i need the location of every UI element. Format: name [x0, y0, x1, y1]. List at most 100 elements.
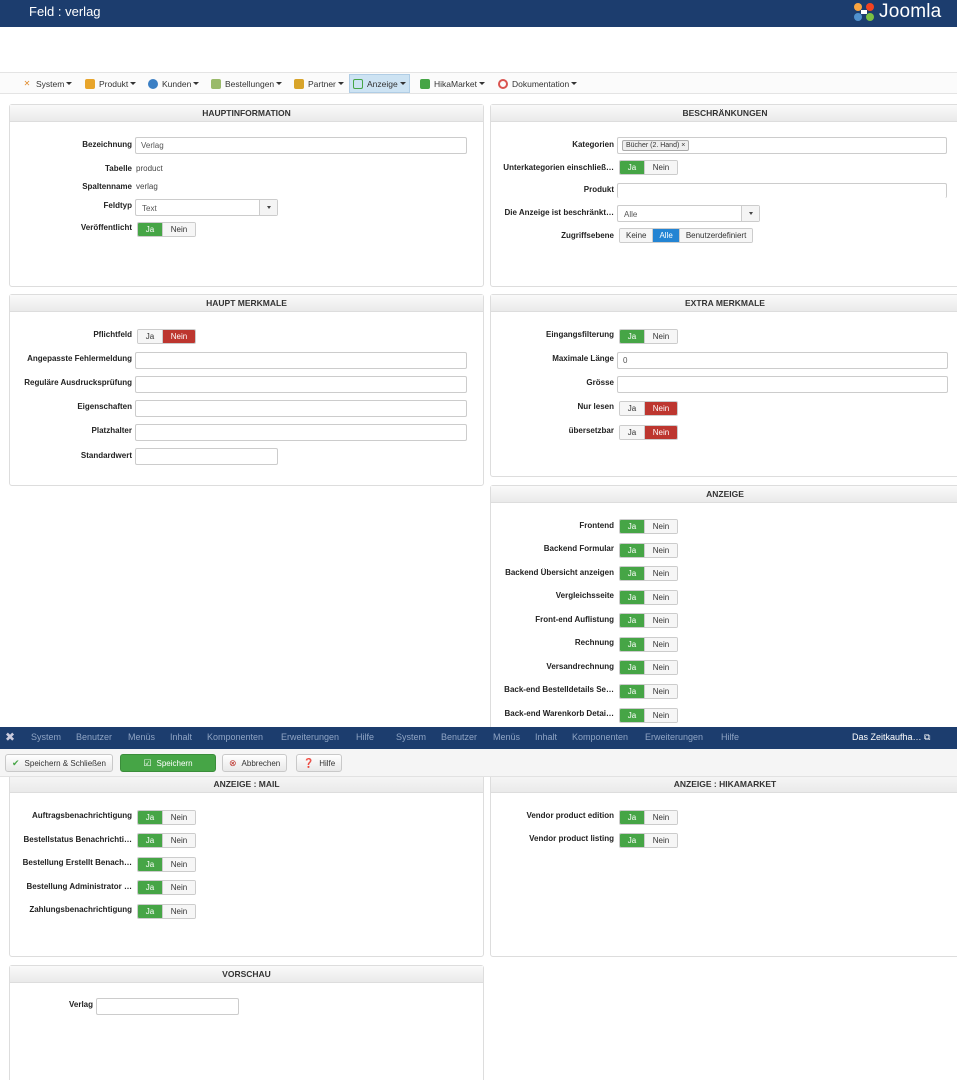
external-link-icon: ⧉ — [924, 732, 931, 742]
warenkorb-details-toggle[interactable]: Ja Nein — [619, 708, 678, 723]
zugriff-benutzerdefiniert[interactable]: Benutzerdefiniert — [679, 229, 753, 242]
panel-beschraenkungen: BESCHRÄNKUNGEN Kategorien Bücher (2. Han… — [490, 104, 957, 287]
panel-title: ANZEIGE — [491, 486, 957, 503]
maximale-laenge-input[interactable]: 0 — [617, 352, 948, 369]
panel-anzeige: ANZEIGE Frontend Ja Nein Backend Formular… — [490, 485, 957, 730]
label-bestelldetails: Back-end Bestelldetails Se… — [504, 685, 614, 694]
label-groesse: Grösse — [586, 378, 614, 387]
platzhalter-input[interactable] — [135, 424, 467, 441]
admin-menu-komponenten-2[interactable]: Komponenten — [572, 732, 629, 742]
admin-menu-hilfe-2[interactable]: Hilfe — [721, 732, 740, 742]
menu-anzeige[interactable]: Anzeige — [349, 74, 410, 93]
label-fehlermeldung: Angepasste Fehlermeldung — [27, 354, 132, 363]
admin-menu-erweiterungen-2[interactable]: Erweiterungen — [645, 732, 704, 742]
lifebuoy-icon — [498, 78, 508, 89]
admin-menu-menues[interactable]: Menüs — [128, 732, 156, 742]
label-regex: Reguläre Ausdrucksprüfung — [24, 378, 132, 387]
panel-hauptinformation: HAUPTINFORMATION Bezeichnung Verlag Tabe… — [9, 104, 484, 287]
feldtyp-select[interactable]: Text — [135, 199, 278, 216]
zugriffsebene-toggle[interactable]: Keine Alle Benutzerdefiniert — [619, 228, 754, 243]
pflichtfeld-toggle[interactable]: Ja Nein — [137, 329, 196, 344]
admin-menu-menues-2[interactable]: Menüs — [493, 732, 521, 742]
label-anzeige-beschraenkt: Die Anzeige ist beschränkt… — [504, 208, 614, 217]
bestelldetails-toggle[interactable]: Ja Nein — [619, 684, 678, 699]
nur-lesen-toggle[interactable]: Ja Nein — [619, 401, 678, 416]
panel-anzeige-mail: ANZEIGE : MAIL Auftragsbenachrichtigung … — [9, 769, 484, 957]
uebersetzbar-toggle[interactable]: Ja Nein — [619, 425, 678, 440]
kategorie-tag[interactable]: Bücher (2. Hand) × — [622, 140, 690, 151]
regex-input[interactable] — [135, 376, 467, 393]
fehlermeldung-input[interactable] — [135, 352, 467, 369]
cancel-button[interactable]: ⊗ Abbrechen — [222, 754, 288, 772]
bestellung-erstellt-toggle[interactable]: Ja Nein — [137, 857, 196, 872]
auftragsbenachrichtigung-toggle[interactable]: Ja Nein — [137, 810, 196, 825]
versandrechnung-toggle[interactable]: Ja Nein — [619, 660, 678, 675]
caret-icon — [276, 82, 283, 85]
label-bestellstatus: Bestellstatus Benachrichti… — [23, 835, 132, 844]
site-link[interactable]: Das Zeitkaufha… ⧉ — [852, 732, 931, 742]
admin-menu-komponenten[interactable]: Komponenten — [207, 732, 264, 742]
menu-bestellungen[interactable]: Bestellungen — [208, 74, 285, 93]
label-bestellung-erstellt: Bestellung Erstellt Benach… — [22, 858, 132, 867]
panel-title: HAUPTINFORMATION — [10, 105, 483, 122]
label-backend-formular: Backend Formular — [543, 544, 614, 553]
groesse-input[interactable] — [617, 376, 948, 393]
anzeige-beschraenkt-select[interactable]: Alle — [617, 205, 760, 222]
save-close-button[interactable]: ✔ Speichern & Schließen — [5, 754, 113, 772]
menu-kunden[interactable]: Kunden — [145, 74, 202, 93]
panel-title: EXTRA MERKMALE — [491, 295, 957, 312]
menu-dokumentation[interactable]: Dokumentation — [495, 74, 580, 93]
verlag-preview-input[interactable] — [96, 998, 239, 1015]
vendor-product-listing-toggle[interactable]: Ja Nein — [619, 833, 678, 848]
kategorien-input[interactable]: Bücher (2. Hand) × — [617, 137, 947, 154]
label-unterkategorien: Unterkategorien einschließ… — [503, 163, 614, 172]
label-zahlungsbenachrichtigung: Zahlungsbenachrichtigung — [29, 905, 132, 914]
veroeffentlicht-toggle[interactable]: Ja Nein — [137, 222, 196, 237]
frontend-toggle[interactable]: Ja Nein — [619, 519, 678, 534]
label-pflichtfeld: Pflichtfeld — [93, 330, 132, 339]
eingangsfilterung-toggle[interactable]: Ja Nein — [619, 329, 678, 344]
admin-menu-erweiterungen[interactable]: Erweiterungen — [281, 732, 340, 742]
frontend-auflistung-toggle[interactable]: Ja Nein — [619, 613, 678, 628]
produkt-input[interactable] — [617, 183, 947, 198]
standardwert-input[interactable] — [135, 448, 278, 465]
orders-icon — [211, 78, 221, 89]
bestellstatus-toggle[interactable]: Ja Nein — [137, 833, 196, 848]
admin-menu-benutzer[interactable]: Benutzer — [76, 732, 113, 742]
bestellung-administrator-toggle[interactable]: Ja Nein — [137, 880, 196, 895]
cancel-icon: ⊗ — [229, 757, 237, 768]
admin-menu-benutzer-2[interactable]: Benutzer — [441, 732, 478, 742]
vendor-product-edition-toggle[interactable]: Ja Nein — [619, 810, 678, 825]
menu-partner[interactable]: Partner — [291, 74, 347, 93]
admin-menu-inhalt-2[interactable]: Inhalt — [535, 732, 558, 742]
admin-menu-inhalt[interactable]: Inhalt — [170, 732, 193, 742]
menu-hikamarket[interactable]: HikaMarket — [417, 74, 488, 93]
menu-produkt[interactable]: Produkt — [82, 74, 139, 93]
rechnung-toggle[interactable]: Ja Nein — [619, 637, 678, 652]
unterkategorien-toggle[interactable]: Ja Nein — [619, 160, 678, 175]
help-button[interactable]: ❓ Hilfe — [296, 754, 343, 772]
chevron-down-icon[interactable] — [259, 200, 277, 215]
label-eigenschaften: Eigenschaften — [77, 402, 132, 411]
bezeichnung-input[interactable]: Verlag — [135, 137, 467, 154]
zugriff-keine[interactable]: Keine — [620, 229, 654, 242]
eigenschaften-input[interactable] — [135, 400, 467, 417]
admin-menu-system[interactable]: System — [31, 732, 62, 742]
vergleichsseite-toggle[interactable]: Ja Nein — [619, 590, 678, 605]
admin-menu-system-2[interactable]: System — [396, 732, 427, 742]
admin-menu-hilfe[interactable]: Hilfe — [356, 732, 375, 742]
label-maximale-laenge: Maximale Länge — [552, 354, 614, 363]
save-button[interactable]: ☑ Speichern — [120, 754, 216, 772]
label-produkt: Produkt — [583, 185, 614, 194]
zugriff-alle[interactable]: Alle — [653, 229, 680, 242]
label-zugriffsebene: Zugriffsebene — [561, 231, 614, 240]
backend-uebersicht-toggle[interactable]: Ja Nein — [619, 566, 678, 581]
backend-formular-toggle[interactable]: Ja Nein — [619, 543, 678, 558]
menu-system[interactable]: ✕ System — [19, 74, 75, 93]
zahlungsbenachrichtigung-toggle[interactable]: Ja Nein — [137, 904, 196, 919]
partner-icon — [294, 78, 304, 89]
chevron-down-icon[interactable] — [741, 206, 759, 221]
joomla-icon[interactable]: ✖ — [5, 730, 16, 744]
label-vergleichsseite: Vergleichsseite — [555, 591, 614, 600]
panel-vorschau: VORSCHAU Verlag — [9, 965, 484, 1080]
